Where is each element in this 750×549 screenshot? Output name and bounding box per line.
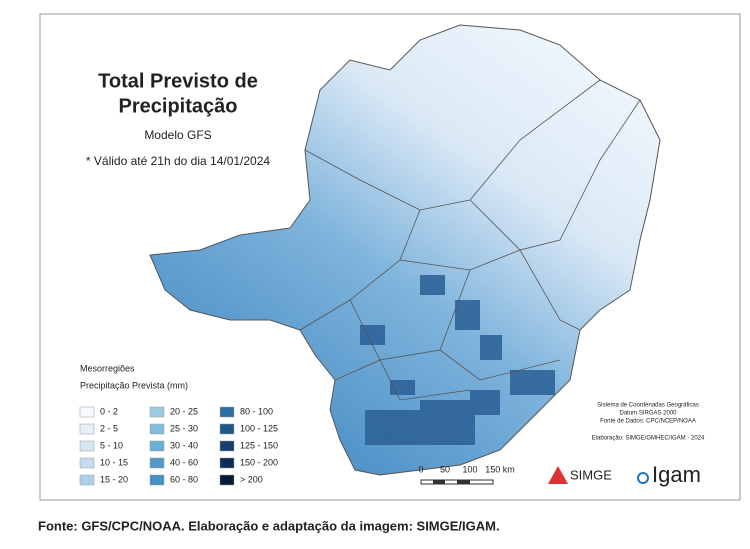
legend-label: > 200	[240, 474, 263, 484]
state-map	[149, 24, 661, 476]
scale-bar-fill	[433, 480, 445, 484]
legend-label: 25 - 30	[170, 423, 198, 433]
credit-line: Elaboração: SIMGE/GMHEC/IGAM - 2024	[592, 436, 705, 442]
simge-logo: SIMGE	[570, 467, 612, 482]
state-outline	[149, 24, 661, 476]
legend-swatch	[219, 423, 235, 435]
legend-label: 0 - 2	[100, 406, 118, 416]
legend-swatch	[219, 474, 235, 486]
legend-swatch	[79, 423, 95, 435]
legend-swatch	[219, 406, 235, 418]
legend-swatch	[79, 457, 95, 469]
igam-logo-icon	[637, 472, 649, 484]
legend-label: 30 - 40	[170, 440, 198, 450]
caption: Fonte: GFS/CPC/NOAA. Elaboração e adapta…	[38, 518, 500, 533]
legend-swatch	[79, 440, 95, 452]
legend-label: 150 - 200	[240, 457, 278, 467]
legend-swatch	[219, 440, 235, 452]
credits: Sistema de Coordenadas Geográficas Datum…	[592, 403, 705, 442]
legend-label: 10 - 15	[100, 457, 128, 467]
legend-heading: Precipitação Prevista (mm)	[80, 380, 188, 390]
legend-label: 60 - 80	[170, 474, 198, 484]
legend-label: 80 - 100	[240, 406, 273, 416]
legend: 0 - 2 2 - 5 5 - 10 10 - 15 15 - 20 20 - 25 25 …	[79, 406, 278, 486]
legend-label: 15 - 20	[100, 474, 128, 484]
credit-line: Fonte de Dados: CPC/NCEP/NOAA	[600, 419, 696, 425]
legend-label: 125 - 150	[240, 440, 278, 450]
legend-swatch	[149, 423, 165, 435]
scale-label: 150 km	[485, 464, 515, 474]
mesoregion-borders	[299, 79, 641, 401]
legend-label: 20 - 25	[170, 406, 198, 416]
legend-swatch	[149, 457, 165, 469]
legend-swatch	[149, 474, 165, 486]
scale-label: 50	[440, 464, 450, 474]
validity-note: * Válido até 21h do dia 14/01/2024	[86, 154, 270, 168]
heavy-rain-areas	[360, 275, 555, 445]
legend-layer: Mesorregiões	[80, 363, 135, 373]
legend-swatch	[149, 440, 165, 452]
legend-label: 2 - 5	[100, 423, 118, 433]
scale-bar-fill	[457, 480, 470, 484]
scale-label: 0	[418, 464, 423, 474]
simge-logo-icon	[548, 466, 568, 484]
legend-label: 5 - 10	[100, 440, 123, 450]
title-line: Total Previsto de	[98, 70, 258, 92]
title-line: Precipitação	[119, 95, 238, 117]
legend-label: 40 - 60	[170, 457, 198, 467]
legend-swatch	[149, 406, 165, 418]
scale-label: 100	[462, 464, 477, 474]
legend-swatch	[219, 457, 235, 469]
scale-bar: 0 50 100 150 km	[418, 464, 515, 485]
legend-label: 100 - 125	[240, 423, 278, 433]
credit-line: Sistema de Coordenadas Geográficas	[597, 403, 699, 409]
legend-swatch	[79, 406, 95, 418]
igam-logo: Igam	[652, 462, 701, 487]
legend-swatch	[79, 474, 95, 486]
credit-line: Datum SIRGAS 2000	[619, 411, 677, 417]
model-name: Modelo GFS	[144, 128, 211, 142]
